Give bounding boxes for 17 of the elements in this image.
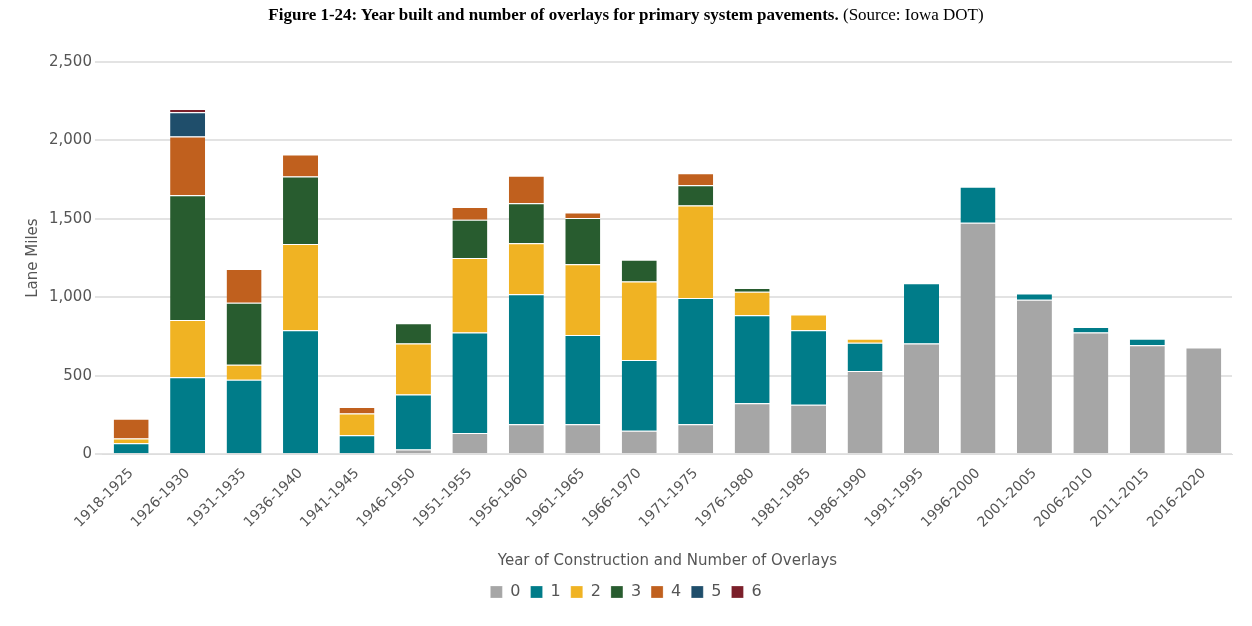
y-tick-label: 2,000: [48, 130, 92, 149]
legend-label: 6: [751, 581, 762, 601]
legend-label: 1: [550, 581, 561, 601]
y-tick-label: 500: [63, 365, 92, 384]
y-tick-label: 0: [82, 444, 92, 463]
y-tick-label: 2,500: [48, 51, 92, 70]
legend-label: 4: [671, 581, 682, 601]
legend-label: 3: [630, 581, 642, 601]
x-axis-title: Year of Construction and Number of Overlays: [496, 550, 838, 569]
legend-label: 5: [711, 581, 722, 601]
y-tick-label: 1,500: [48, 208, 92, 227]
text: (Source: Iowa DOT): [842, 5, 984, 24]
y-axis-title: Lane Miles: [22, 218, 41, 298]
chart-title: Figure 1-24: Year built and number of overlays for primary system pavements.: [268, 5, 839, 24]
legend-label: 0: [510, 581, 521, 601]
y-tick-label: 1,000: [48, 287, 92, 306]
legend-label: 2: [590, 581, 601, 601]
